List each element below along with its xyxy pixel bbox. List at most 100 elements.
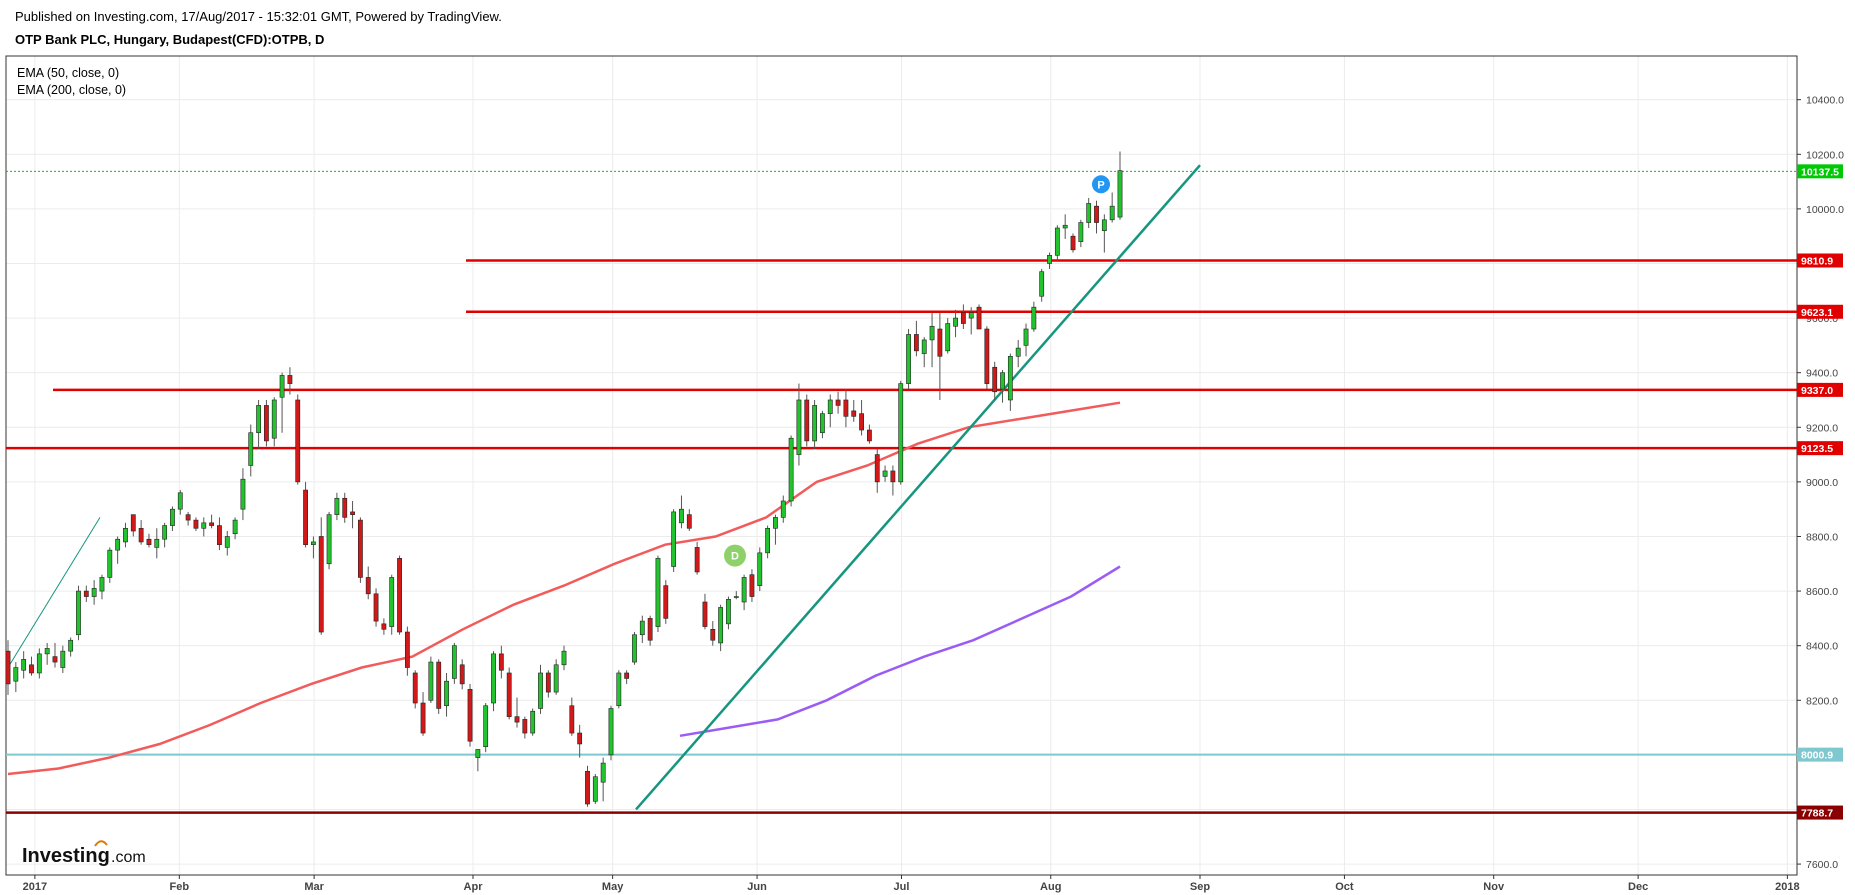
indicator-ema200-legend[interactable]: EMA (200, close, 0) xyxy=(17,83,126,97)
price-label-box xyxy=(1797,253,1843,268)
candle xyxy=(757,547,763,592)
candle xyxy=(404,626,410,676)
candle xyxy=(921,337,927,368)
candle xyxy=(185,511,191,526)
candle-body-up xyxy=(428,661,434,701)
candle xyxy=(608,705,614,761)
candle xyxy=(929,312,935,368)
candle xyxy=(436,659,442,714)
candle xyxy=(1031,301,1037,332)
candle xyxy=(773,514,778,545)
price-labels: 10137.5 9810.9 9623.1 9337.0 9123.5 8000.9 778… xyxy=(1797,164,1843,820)
candle-body-up xyxy=(232,519,238,535)
x-tick-label: Jun xyxy=(747,881,767,893)
candle-body-up xyxy=(741,577,747,603)
candle-body-down xyxy=(318,536,324,633)
ema-200-line xyxy=(679,565,1121,738)
candle xyxy=(52,642,58,668)
price-label-box xyxy=(1797,747,1843,762)
candle xyxy=(1062,214,1068,239)
candle-body-up xyxy=(256,405,261,434)
candle xyxy=(13,662,19,693)
candle-body-down xyxy=(295,399,301,483)
candle-body-up xyxy=(123,527,128,543)
candle-body-up xyxy=(271,399,277,439)
candle-body-down xyxy=(514,716,520,723)
candle-body-down xyxy=(357,519,363,578)
candle xyxy=(718,604,724,652)
candle-body-down xyxy=(874,454,880,483)
candle-body-down xyxy=(976,306,982,330)
candle xyxy=(1023,323,1029,357)
x-tick-label: Apr xyxy=(464,881,484,893)
candle-body-up xyxy=(99,577,105,592)
grid-lines xyxy=(6,56,1797,875)
candle-body-up xyxy=(44,648,50,655)
candle xyxy=(835,391,841,414)
price-label-text: 9337.0 xyxy=(1801,385,1833,397)
candle-body-up xyxy=(530,710,536,734)
x-tick-label: Mar xyxy=(304,881,324,893)
candle xyxy=(373,588,379,627)
candle xyxy=(295,394,301,485)
x-tick-label: Sep xyxy=(1190,881,1210,893)
ema-50-line xyxy=(7,401,1121,776)
candle xyxy=(193,517,199,532)
candle-body-up xyxy=(906,334,911,384)
y-tick-label: 7600.0 xyxy=(1806,859,1838,871)
candle-body-up xyxy=(608,708,614,756)
uptrend-line xyxy=(635,164,1201,811)
indicator-ema50-legend[interactable]: EMA (50, close, 0) xyxy=(17,66,119,80)
candle xyxy=(796,383,802,466)
candle xyxy=(334,492,340,521)
candle xyxy=(820,410,825,439)
candle xyxy=(522,716,528,739)
candle-body-up xyxy=(170,508,175,526)
candle-body-up xyxy=(538,672,543,709)
candle xyxy=(577,724,583,758)
candle xyxy=(514,697,520,728)
candle-body-down xyxy=(185,514,191,521)
candle-body-up xyxy=(13,667,19,682)
candle xyxy=(624,670,630,684)
candle xyxy=(890,465,896,496)
candle-body-down xyxy=(545,672,551,693)
candle-body-down xyxy=(749,574,755,597)
candle xyxy=(420,692,426,736)
candle-body-up xyxy=(1039,271,1045,297)
price-label-box xyxy=(1797,805,1843,820)
candle-body-down xyxy=(193,519,199,529)
x-tick-label: Jul xyxy=(894,881,910,893)
candle xyxy=(5,640,11,695)
candle xyxy=(647,615,653,646)
ema50-path xyxy=(7,401,1121,776)
price-label-text: 7788.7 xyxy=(1801,808,1833,820)
candle xyxy=(741,574,747,611)
candle xyxy=(569,697,575,736)
candle xyxy=(679,495,684,529)
candle-body-down xyxy=(381,623,387,630)
candle xyxy=(130,514,136,537)
candle xyxy=(851,399,857,422)
y-tick-label: 10400.0 xyxy=(1806,95,1844,107)
x-tick-label: 2018 xyxy=(1775,881,1799,893)
candle-body-down xyxy=(350,511,355,515)
marker-d: D xyxy=(724,544,746,567)
candle-body-up xyxy=(115,538,121,551)
y-tick-label: 8400.0 xyxy=(1806,641,1838,653)
candle-body-up xyxy=(491,653,496,704)
candle xyxy=(318,517,324,635)
candle-body-up xyxy=(483,705,489,747)
x-tick-label: Aug xyxy=(1040,881,1061,893)
candle xyxy=(1054,225,1060,261)
candle xyxy=(397,555,402,635)
candle-body-down xyxy=(5,650,11,685)
candle-body-up xyxy=(1047,254,1052,264)
marker-circle xyxy=(1092,175,1110,194)
candle xyxy=(412,670,418,709)
candle xyxy=(530,708,536,736)
y-tick-label: 9400.0 xyxy=(1806,368,1838,380)
candle xyxy=(804,394,810,447)
candle xyxy=(553,659,559,695)
